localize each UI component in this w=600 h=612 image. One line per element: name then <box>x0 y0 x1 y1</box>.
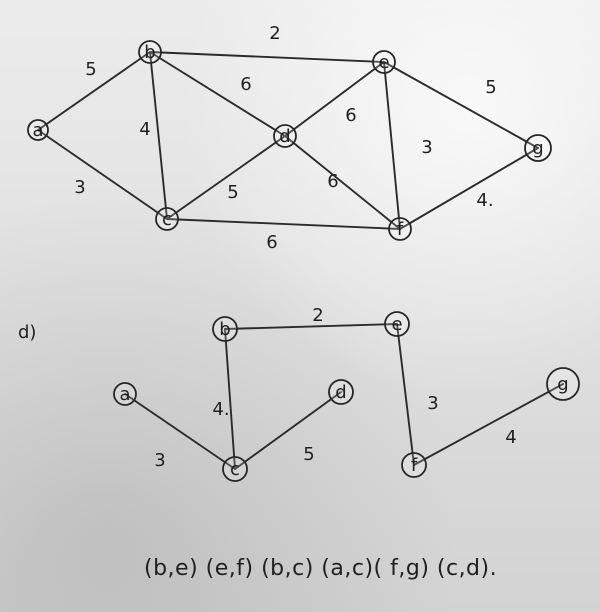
solution-weight-b-c: 4. <box>212 399 229 420</box>
solution-node-a-label: a <box>119 384 130 405</box>
top-nodes: a b c d e <box>27 40 552 241</box>
solution-node-e-label: e <box>391 314 402 335</box>
top-edge-a-c <box>37 129 168 220</box>
top-weight-a-c: 3 <box>74 177 85 198</box>
top-weight-a-b: 5 <box>85 59 96 80</box>
top-edge-f-g <box>399 147 539 230</box>
top-edges <box>37 51 539 230</box>
top-weight-b-d: 6 <box>240 74 251 95</box>
solution-nodes: a b c d e <box>113 311 580 482</box>
top-node-d-label: d <box>279 126 290 147</box>
top-edge-b-d <box>149 51 286 137</box>
solution-node-b: b <box>212 316 238 342</box>
solution-node-d: d <box>328 379 354 405</box>
top-edge-e-f <box>383 61 401 230</box>
top-weight-b-e: 2 <box>269 23 280 44</box>
top-weight-labels: 5 3 4 6 2 5 6 6 6 3 5 4. <box>74 23 496 253</box>
solution-edges <box>124 323 564 470</box>
solution-edge-a-c <box>124 393 236 470</box>
top-node-c-circle <box>155 207 179 231</box>
solution-edge-b-e <box>224 323 398 330</box>
top-node-e-label: e <box>378 52 389 73</box>
solution-graph: 2 4. 3 5 3 4 a b c <box>113 305 580 482</box>
solution-weight-b-e: 2 <box>312 305 323 326</box>
solution-edge-b-c <box>224 328 236 470</box>
solution-edge-f-g <box>413 383 564 466</box>
top-node-c-label: c <box>162 209 172 230</box>
top-weight-c-d: 5 <box>227 182 238 203</box>
solution-node-g: g <box>546 367 580 401</box>
top-node-f: f <box>388 217 412 241</box>
top-node-g-circle <box>524 134 552 162</box>
top-node-f-label: f <box>397 219 404 240</box>
solution-node-e: e <box>384 311 410 337</box>
top-weight-e-g: 5 <box>485 77 496 98</box>
top-node-b-circle <box>138 40 162 64</box>
top-node-b-label: b <box>144 42 155 63</box>
solution-node-e-circle <box>384 311 410 337</box>
top-weight-b-c: 4 <box>139 119 150 140</box>
solution-weight-f-g: 4 <box>505 427 516 448</box>
solution-node-f: f <box>401 452 427 478</box>
solution-node-g-circle <box>546 367 580 401</box>
top-node-g: g <box>524 134 552 162</box>
solution-edge-list: (b,e) (e,f) (b,c) (a,c)( f,g) (c,d). <box>144 556 497 581</box>
top-node-e-circle <box>372 50 396 74</box>
solution-section-label: d) <box>18 322 36 343</box>
solution-node-a: a <box>113 382 137 406</box>
solution-node-f-circle <box>401 452 427 478</box>
top-node-a-label: a <box>32 120 43 141</box>
top-node-e: e <box>372 50 396 74</box>
solution-node-d-circle <box>328 379 354 405</box>
solution-node-f-label: f <box>411 455 418 476</box>
top-node-f-circle <box>388 217 412 241</box>
solution-edge-e-f <box>396 323 415 466</box>
top-node-a: a <box>27 119 49 141</box>
solution-node-c: c <box>222 456 248 482</box>
top-edge-c-d <box>166 135 286 220</box>
solution-weight-c-d: 5 <box>303 444 314 465</box>
top-weight-f-g: 4. <box>476 190 493 211</box>
top-node-b: b <box>138 40 162 64</box>
top-edge-b-e <box>149 51 385 63</box>
top-graph: 5 3 4 6 2 5 6 6 6 3 5 4. a b <box>27 23 552 253</box>
solution-node-d-label: d <box>335 382 346 403</box>
top-node-a-circle <box>27 119 49 141</box>
solution-node-g-label: g <box>557 374 568 395</box>
top-weight-d-f: 6 <box>327 171 338 192</box>
top-edge-a-b <box>37 51 151 131</box>
top-weight-e-f: 3 <box>421 137 432 158</box>
solution-node-b-circle <box>212 316 238 342</box>
solution-weight-e-f: 3 <box>427 393 438 414</box>
solution-weight-labels: 2 4. 3 5 3 4 <box>154 305 516 471</box>
top-edge-b-c <box>149 51 168 220</box>
top-weight-d-e: 6 <box>345 105 356 126</box>
solution-node-c-circle <box>222 456 248 482</box>
top-weight-c-f: 6 <box>266 232 277 253</box>
top-node-g-label: g <box>532 138 543 159</box>
top-node-c: c <box>155 207 179 231</box>
top-edge-d-f <box>284 135 401 230</box>
solution-node-b-label: b <box>219 319 230 340</box>
solution-node-c-label: c <box>230 459 240 480</box>
top-edge-e-g <box>383 61 539 149</box>
top-node-d: d <box>273 124 297 148</box>
solution-weight-a-c: 3 <box>154 450 165 471</box>
top-node-d-circle <box>273 124 297 148</box>
solution-edge-c-d <box>234 391 342 470</box>
top-edge-c-f <box>166 218 401 230</box>
solution-node-a-circle <box>113 382 137 406</box>
top-edge-d-e <box>284 61 385 137</box>
